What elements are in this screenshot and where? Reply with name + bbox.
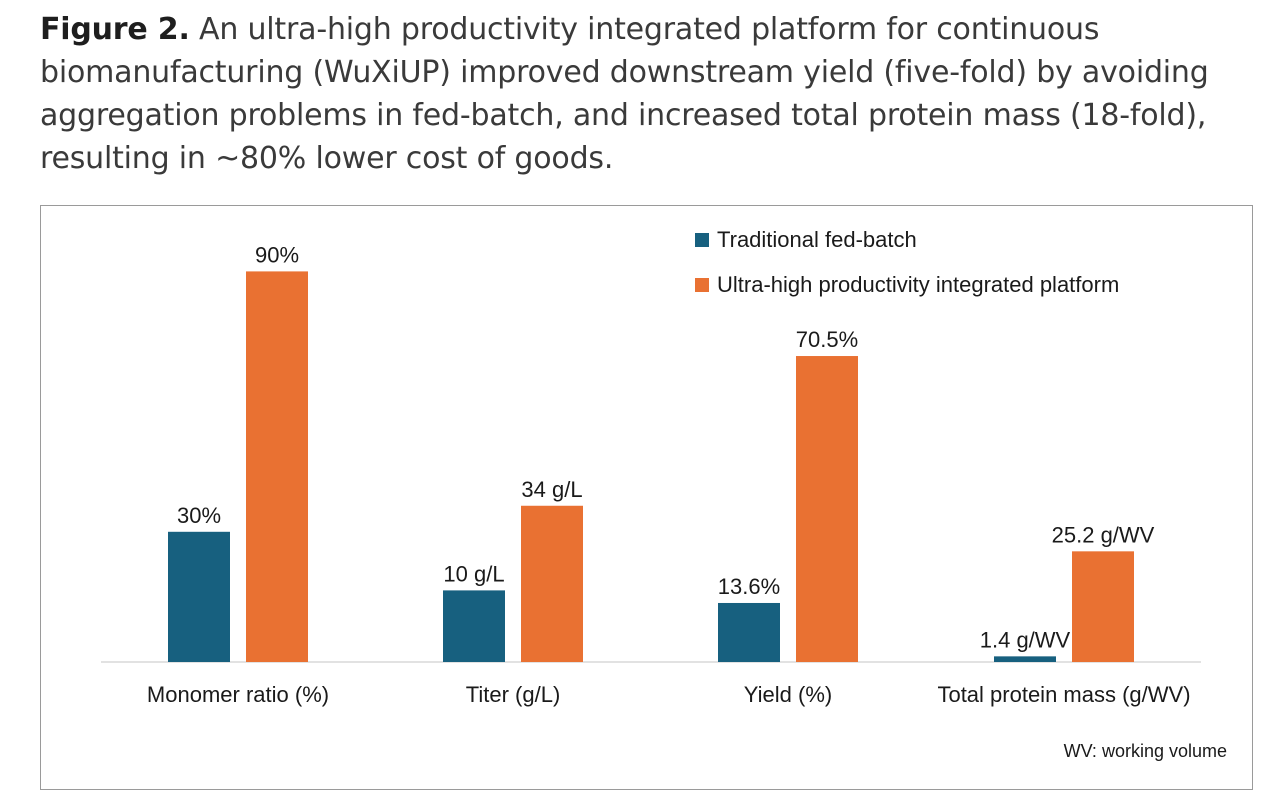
bar-series-1-category-2: [796, 356, 858, 662]
legend-swatch-ultra-high-platform: [695, 278, 709, 292]
data-label-series-1-category-0: 90%: [255, 242, 299, 267]
figure-label: Figure 2.: [40, 12, 190, 47]
bar-series-1-category-3: [1072, 551, 1134, 662]
bar-series-1-category-0: [246, 271, 308, 662]
bar-series-1-category-1: [521, 505, 583, 662]
data-label-series-1-category-1: 34 g/L: [521, 477, 582, 502]
legend: Traditional fed-batch Ultra-high product…: [695, 227, 1119, 297]
chart-frame: Traditional fed-batch Ultra-high product…: [40, 205, 1253, 790]
legend-label-ultra-high-platform: Ultra-high productivity integrated platf…: [717, 272, 1119, 297]
bar-series-0-category-0: [168, 531, 230, 662]
figure-caption: Figure 2. An ultra-high productivity int…: [40, 8, 1250, 180]
category-label-2: Yield (%): [744, 682, 832, 707]
data-label-series-0-category-1: 10 g/L: [443, 561, 504, 586]
figure-caption-text: An ultra-high productivity integrated pl…: [40, 12, 1209, 176]
category-label-1: Titer (g/L): [466, 682, 561, 707]
legend-label-traditional-fed-batch: Traditional fed-batch: [717, 227, 917, 252]
data-label-series-1-category-3: 25.2 g/WV: [1052, 522, 1155, 547]
category-label-3: Total protein mass (g/WV): [937, 682, 1190, 707]
category-label-0: Monomer ratio (%): [147, 682, 329, 707]
working-volume-note: WV: working volume: [1064, 741, 1227, 761]
bar-series-0-category-1: [443, 590, 505, 662]
bars-layer: 30% 90% Monomer ratio (%) 10 g/L 34 g/L Titer…: [147, 242, 1191, 707]
data-label-series-0-category-2: 13.6%: [718, 574, 780, 599]
data-label-series-0-category-0: 30%: [177, 503, 221, 528]
legend-swatch-traditional-fed-batch: [695, 233, 709, 247]
bar-series-0-category-3: [994, 656, 1056, 662]
bar-chart: Traditional fed-batch Ultra-high product…: [101, 227, 1227, 761]
data-label-series-0-category-3: 1.4 g/WV: [980, 627, 1071, 652]
data-label-series-1-category-2: 70.5%: [796, 327, 858, 352]
bar-series-0-category-2: [718, 602, 780, 662]
